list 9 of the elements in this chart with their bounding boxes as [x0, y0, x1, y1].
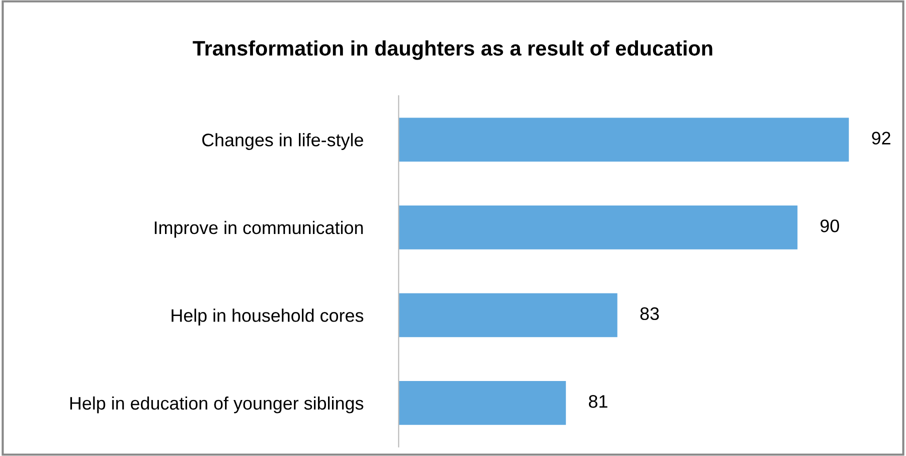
data-label: 92 [872, 132, 890, 144]
data-label: 90 [820, 219, 840, 232]
chart-title: Transformation in daughters as a result of education [192, 40, 712, 60]
y-tick-label: Help in household cores [172, 308, 364, 326]
y-tick-label: Changes in life-style [202, 133, 364, 150]
y-tick-label: Improve in communication [154, 220, 363, 238]
y-tick-label: Help in education of younger siblings [70, 396, 364, 414]
data-label: 81 [588, 395, 608, 408]
data-label: 83 [640, 307, 659, 320]
